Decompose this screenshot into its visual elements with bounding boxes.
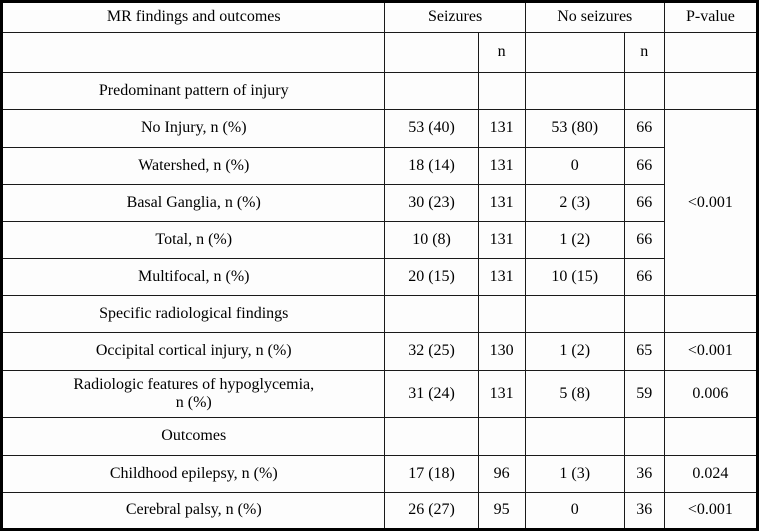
- section-empty-p-value: [663, 72, 759, 111]
- no-seizures-n-value: 66: [623, 146, 665, 185]
- no-seizures-n-value: 66: [623, 258, 665, 297]
- p-value: <0.001: [663, 109, 759, 297]
- seizures-value: 10 (8): [384, 220, 479, 260]
- seizures-n-value: 131: [477, 183, 526, 222]
- section-empty-no-seizures: [524, 72, 625, 111]
- row-label: Total, n (%): [0, 220, 386, 260]
- table-row: Occipital cortical injury, n (%) 32 (25) 1…: [0, 332, 759, 371]
- section-label: Specific radiological findings: [0, 295, 386, 334]
- seizures-n-value: 131: [477, 220, 526, 260]
- column-header-p-value: P-value: [663, 1, 759, 33]
- column-header-no-seizures: No seizures: [524, 1, 665, 33]
- no-seizures-value: 5 (8): [524, 369, 625, 419]
- no-seizures-n-value: 66: [623, 220, 665, 260]
- section-empty-seizures: [384, 417, 479, 456]
- seizures-n-value: 131: [477, 146, 526, 185]
- subheader-empty-seizures: [384, 31, 479, 74]
- seizures-n-value: 96: [477, 454, 526, 493]
- no-seizures-value: 10 (15): [524, 258, 625, 297]
- table-body: Predominant pattern of injury No Injury, …: [0, 72, 759, 531]
- section-row: Predominant pattern of injury: [0, 72, 759, 111]
- no-seizures-n-value: 36: [623, 491, 665, 531]
- section-empty-no-seizures-n: [623, 417, 665, 456]
- section-empty-no-seizures-n: [623, 295, 665, 334]
- section-empty-seizures-n: [477, 72, 526, 111]
- seizures-n-value: 131: [477, 109, 526, 148]
- subheader-empty-p-value: [663, 31, 759, 74]
- seizures-n-value: 131: [477, 369, 526, 419]
- subheader-no-seizures-n: n: [623, 31, 665, 74]
- section-empty-no-seizures: [524, 417, 625, 456]
- row-label: Cerebral palsy, n (%): [0, 491, 386, 531]
- no-seizures-value: 1 (3): [524, 454, 625, 493]
- table-row: Basal Ganglia, n (%) 30 (23) 131 2 (3) 66: [0, 183, 758, 222]
- subheader-empty-no-seizures: [524, 31, 625, 74]
- row-label: Multifocal, n (%): [0, 258, 386, 297]
- row-label: Occipital cortical injury, n (%): [0, 332, 386, 371]
- seizures-value: 18 (14): [384, 146, 479, 185]
- table-row: Total, n (%) 10 (8) 131 1 (2) 66: [0, 220, 758, 260]
- seizures-n-value: 131: [477, 258, 526, 297]
- table-row: Cerebral palsy, n (%) 26 (27) 95 0 36 <0.001: [0, 491, 759, 531]
- no-seizures-n-value: 66: [623, 109, 665, 148]
- table-header-row: MR findings and outcomes Seizures No sei…: [0, 1, 759, 33]
- no-seizures-value: 0: [524, 146, 625, 185]
- seizures-value: 53 (40): [384, 109, 479, 148]
- section-row: Specific radiological findings: [0, 295, 759, 334]
- seizures-value: 30 (23): [384, 183, 479, 222]
- section-empty-p-value: [663, 417, 759, 456]
- row-label: No Injury, n (%): [0, 109, 386, 148]
- section-row: Outcomes: [0, 417, 759, 456]
- seizures-value: 31 (24): [384, 369, 479, 419]
- seizures-n-value: 130: [477, 332, 526, 371]
- no-seizures-value: 53 (80): [524, 109, 625, 148]
- section-empty-seizures: [384, 72, 479, 111]
- no-seizures-value: 1 (2): [524, 332, 625, 371]
- p-value: <0.001: [663, 332, 759, 371]
- row-label: Radiologic features of hypoglycemia, n (…: [0, 369, 386, 419]
- section-empty-seizures-n: [477, 417, 526, 456]
- p-value: 0.006: [663, 369, 759, 419]
- table-subheader-row: n n: [0, 31, 759, 74]
- section-empty-no-seizures-n: [623, 72, 665, 111]
- no-seizures-n-value: 66: [623, 183, 665, 222]
- table-row: Multifocal, n (%) 20 (15) 131 10 (15) 66: [0, 258, 758, 297]
- column-header-findings: MR findings and outcomes: [0, 1, 386, 33]
- p-value: <0.001: [663, 491, 759, 531]
- seizures-value: 17 (18): [384, 454, 479, 493]
- no-seizures-value: 2 (3): [524, 183, 625, 222]
- table-row: Childhood epilepsy, n (%) 17 (18) 96 1 (3) 3…: [0, 454, 759, 493]
- section-empty-p-value: [663, 295, 759, 334]
- no-seizures-value: 1 (2): [524, 220, 625, 260]
- section-empty-no-seizures: [524, 295, 625, 334]
- seizures-value: 20 (15): [384, 258, 479, 297]
- table-row: No Injury, n (%) 53 (40) 131 53 (80) 66 <0.00…: [0, 109, 759, 297]
- section-empty-seizures-n: [477, 295, 526, 334]
- seizures-value: 32 (25): [384, 332, 479, 371]
- row-label: Basal Ganglia, n (%): [0, 183, 386, 222]
- seizures-n-value: 95: [477, 491, 526, 531]
- no-seizures-n-value: 36: [623, 454, 665, 493]
- row-label: Watershed, n (%): [0, 146, 386, 185]
- no-seizures-n-value: 65: [623, 332, 665, 371]
- table-row: Radiologic features of hypoglycemia, n (…: [0, 369, 759, 419]
- no-seizures-value: 0: [524, 491, 625, 531]
- section-label: Predominant pattern of injury: [0, 72, 386, 111]
- p-value: 0.024: [663, 454, 759, 493]
- section-empty-seizures: [384, 295, 479, 334]
- no-seizures-n-value: 59: [623, 369, 665, 419]
- subheader-empty-findings: [0, 31, 386, 74]
- seizures-value: 26 (27): [384, 491, 479, 531]
- section-label: Outcomes: [0, 417, 386, 456]
- row-label: Childhood epilepsy, n (%): [0, 454, 386, 493]
- table-row: Watershed, n (%) 18 (14) 131 0 66: [0, 146, 758, 185]
- column-header-seizures: Seizures: [384, 1, 526, 33]
- subheader-seizures-n: n: [477, 31, 526, 74]
